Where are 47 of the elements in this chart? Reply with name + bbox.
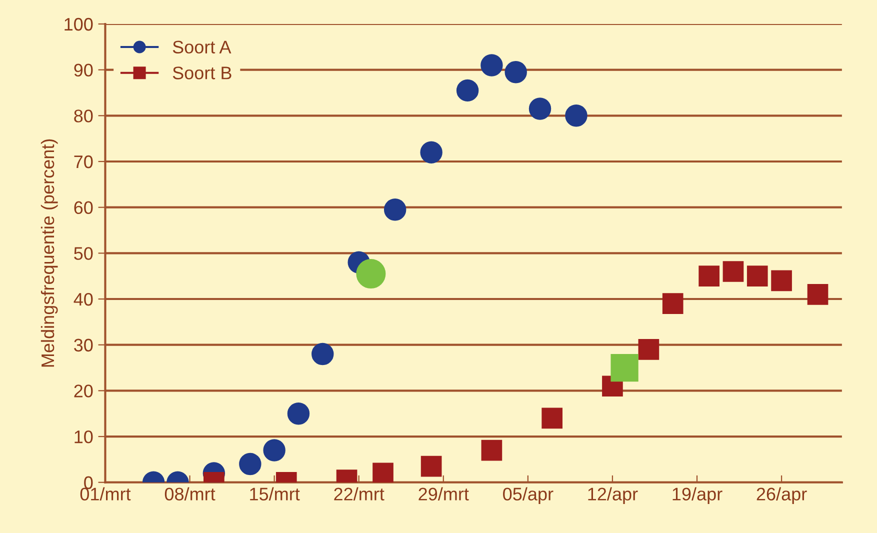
point xyxy=(662,293,684,314)
x-tick-label: 19/apr xyxy=(672,487,722,504)
y-tick-label: 50 xyxy=(74,247,93,260)
point xyxy=(746,266,768,287)
legend-label: Soort A xyxy=(172,40,232,54)
point xyxy=(384,198,406,221)
y-tick-label: 70 xyxy=(74,155,93,168)
point xyxy=(372,462,394,482)
point xyxy=(481,440,502,461)
y-tick-label: 100 xyxy=(64,18,93,31)
y-tick-label: 40 xyxy=(74,292,93,306)
point xyxy=(610,354,638,382)
point xyxy=(771,270,792,292)
point xyxy=(263,439,286,462)
legend-label: Soort B xyxy=(172,66,232,80)
y-tick-label: 0 xyxy=(84,476,93,490)
point xyxy=(807,284,828,305)
point xyxy=(420,456,442,477)
point xyxy=(456,79,479,102)
x-tick-label: 15/mrt xyxy=(250,487,300,500)
point xyxy=(312,342,334,366)
x-tick-label: 05/apr xyxy=(503,487,554,504)
y-tick-label: 20 xyxy=(74,384,93,398)
y-tick-label: 90 xyxy=(74,64,93,77)
x-tick-label: 12/apr xyxy=(588,487,638,504)
x-tick-label: 22/mrt xyxy=(334,487,384,500)
point xyxy=(356,259,386,289)
point xyxy=(528,98,552,120)
y-axis-title: Meldingsfrequentie (percent) xyxy=(40,139,58,367)
point xyxy=(638,339,660,360)
x-tick-label: 01/mrt xyxy=(80,487,131,500)
y-tick-label: 60 xyxy=(74,201,93,214)
y-tick-label: 30 xyxy=(74,338,93,352)
point xyxy=(504,61,527,84)
point xyxy=(698,266,720,287)
x-tick-label: 26/apr xyxy=(756,487,807,504)
x-tick-label: 08/mrt xyxy=(164,487,216,500)
y-tick-label: 80 xyxy=(74,110,93,122)
point xyxy=(287,402,310,425)
point xyxy=(565,104,588,127)
y-tick-label: 10 xyxy=(74,430,93,444)
point xyxy=(542,408,562,429)
point xyxy=(480,54,503,76)
x-tick-label: 29/mrt xyxy=(418,487,469,500)
point xyxy=(420,141,442,164)
point xyxy=(239,452,262,476)
point xyxy=(722,261,744,282)
